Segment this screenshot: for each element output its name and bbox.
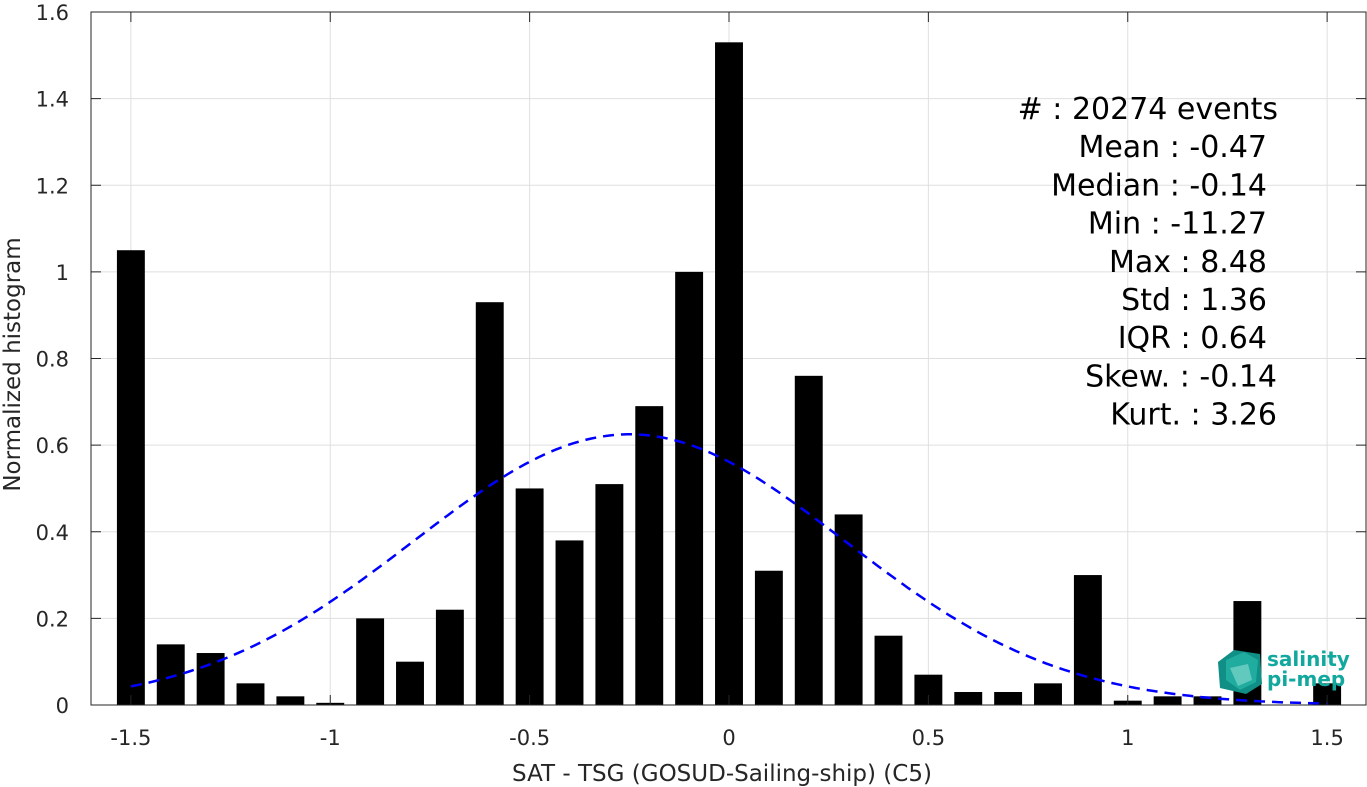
logo-text-line2: pi-mep	[1267, 667, 1345, 691]
logo-mark-icon	[1218, 650, 1262, 694]
bar-0.3	[834, 514, 863, 705]
y-tick-label: 0.2	[36, 607, 69, 631]
x-tick-label: -1	[320, 726, 341, 750]
y-tick-label: 0	[56, 694, 69, 718]
x-axis-ticks: -1.5 -1 -0.5 0 0.5 1 1.5	[110, 12, 1344, 750]
x-tick-label: 1	[1121, 726, 1134, 750]
y-axis-ticks: 0 0.2 0.4 0.6 0.8 1 1.2 1.4 1.6	[36, 1, 1366, 718]
x-tick-label: -0.5	[509, 726, 550, 750]
stat-line: Skew. : -0.14	[1085, 359, 1277, 394]
y-axis-label: Normalized histogram	[0, 237, 26, 491]
y-tick-label: 1.6	[36, 1, 69, 25]
stat-line: Median : -0.14	[1051, 168, 1267, 203]
bar--0.7	[435, 609, 464, 705]
salinity-pimep-logo: salinity pi-mep	[1218, 647, 1350, 694]
y-tick-label: 1.2	[36, 174, 69, 198]
stat-line: Min : -11.27	[1088, 207, 1267, 242]
y-tick-label: 0.6	[36, 434, 69, 458]
bar--1.5	[116, 250, 145, 705]
logo-text-line1: salinity	[1267, 647, 1350, 671]
stat-line: Std : 1.36	[1121, 283, 1267, 318]
bar--0.4	[555, 540, 584, 705]
y-tick-label: 1.4	[36, 88, 69, 112]
y-tick-label: 0.8	[36, 348, 69, 372]
bar-0.0	[715, 42, 743, 706]
bar-1.2	[1193, 696, 1222, 705]
bar--0.9	[356, 618, 385, 705]
bar--1.2	[236, 683, 265, 705]
stat-line: Mean : -0.47	[1078, 130, 1267, 165]
x-tick-label: -1.5	[110, 726, 151, 750]
stat-line: Kurt. : 3.26	[1110, 398, 1277, 433]
stat-line: Max : 8.48	[1109, 245, 1267, 280]
bar-0.9	[1073, 575, 1102, 705]
y-tick-label: 1	[56, 261, 69, 285]
y-tick-label: 0.4	[36, 521, 69, 545]
x-axis-label: SAT - TSG (GOSUD-Sailing-ship) (C5)	[512, 761, 932, 787]
bar-0.8	[1034, 683, 1062, 705]
bar--0.8	[396, 661, 424, 705]
bar-0.2	[794, 375, 823, 705]
histogram-bars	[116, 42, 1342, 706]
bar--0.3	[595, 484, 624, 705]
stat-line: # : 20274 events	[1018, 92, 1278, 127]
bar--0.2	[635, 406, 664, 705]
bar--1.1	[276, 696, 305, 705]
x-tick-label: 1.5	[1310, 726, 1343, 750]
bar--0.6	[475, 302, 504, 705]
stat-line: IQR : 0.64	[1118, 321, 1267, 356]
bar--0.1	[675, 271, 704, 705]
gaussian-fit-curve	[130, 433, 1328, 705]
bar-0.6	[954, 692, 983, 705]
bar-1.5	[1313, 683, 1342, 705]
bar-1.1	[1153, 696, 1182, 705]
bar--1.4	[156, 644, 185, 705]
bar-0.1	[754, 570, 783, 705]
bar-0.7	[994, 692, 1023, 705]
x-tick-label: 0	[722, 726, 735, 750]
bar--0.5	[515, 488, 544, 705]
x-tick-label: 0.5	[912, 726, 945, 750]
bar-0.4	[874, 635, 903, 705]
